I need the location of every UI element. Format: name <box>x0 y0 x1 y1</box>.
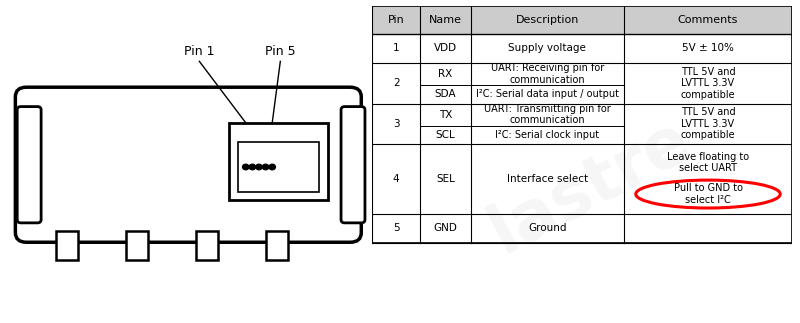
Bar <box>229 123 328 200</box>
Text: UART: Receiving pin for
communication: UART: Receiving pin for communication <box>490 64 604 85</box>
FancyBboxPatch shape <box>15 87 362 242</box>
Text: SCL: SCL <box>436 130 455 140</box>
Circle shape <box>242 164 249 170</box>
Bar <box>56 231 78 260</box>
Text: SEL: SEL <box>436 174 455 184</box>
Text: 3: 3 <box>393 119 399 129</box>
Text: I²C: Serial data input / output: I²C: Serial data input / output <box>476 89 619 99</box>
Text: lastre: lastre <box>479 106 702 266</box>
Text: TX: TX <box>439 109 452 120</box>
Text: Description: Description <box>516 15 579 25</box>
FancyBboxPatch shape <box>18 107 41 223</box>
Text: 2: 2 <box>393 78 399 89</box>
Text: Interface select: Interface select <box>506 174 588 184</box>
Circle shape <box>249 164 256 170</box>
Text: TTL 5V and
LVTTL 3.3V
compatible: TTL 5V and LVTTL 3.3V compatible <box>681 67 735 100</box>
Text: Pin: Pin <box>388 15 405 25</box>
Text: VDD: VDD <box>434 44 457 54</box>
Bar <box>196 231 218 260</box>
Text: 5: 5 <box>393 223 399 233</box>
Bar <box>266 231 288 260</box>
Bar <box>126 231 148 260</box>
Text: TTL 5V and
LVTTL 3.3V
compatible: TTL 5V and LVTTL 3.3V compatible <box>681 107 735 140</box>
Text: UART: Transmitting pin for
communication: UART: Transmitting pin for communication <box>484 104 610 125</box>
Text: 5V ± 10%: 5V ± 10% <box>682 44 734 54</box>
Text: I²C: Serial clock input: I²C: Serial clock input <box>495 130 599 140</box>
Text: 4: 4 <box>393 174 399 184</box>
Text: GND: GND <box>434 223 458 233</box>
Text: 1: 1 <box>393 44 399 54</box>
Text: Name: Name <box>429 15 462 25</box>
Text: Pull to GND to
select I²C: Pull to GND to select I²C <box>674 183 742 205</box>
Text: Supply voltage: Supply voltage <box>509 44 586 54</box>
Text: Comments: Comments <box>678 15 738 25</box>
Circle shape <box>262 164 269 170</box>
Bar <box>238 142 319 192</box>
Text: RX: RX <box>438 69 453 79</box>
Bar <box>372 6 792 34</box>
Text: SDA: SDA <box>434 89 456 99</box>
Text: Leave floating to
select UART: Leave floating to select UART <box>667 152 749 173</box>
Text: Pin 1: Pin 1 <box>184 45 214 58</box>
Text: Pin 5: Pin 5 <box>265 45 296 58</box>
Circle shape <box>256 164 262 170</box>
FancyBboxPatch shape <box>341 107 365 223</box>
Text: Ground: Ground <box>528 223 566 233</box>
Circle shape <box>269 164 275 170</box>
